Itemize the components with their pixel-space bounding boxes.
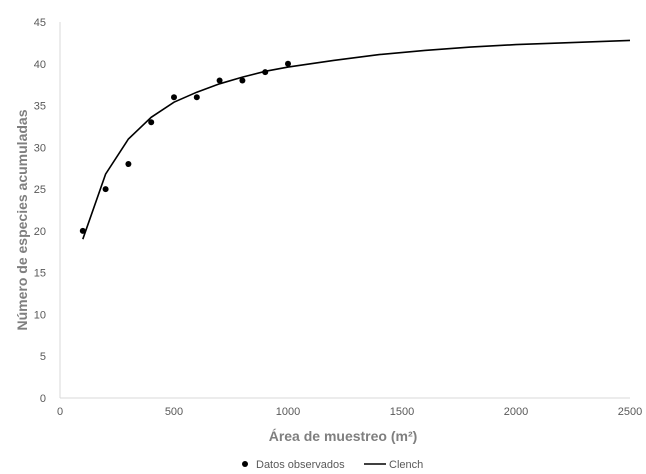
data-point [239, 77, 246, 84]
data-point [79, 227, 86, 234]
x-tick-label: 1500 [390, 406, 414, 418]
legend-label-observados: Datos observados [256, 459, 345, 471]
x-axis-ticks: 0 500 1000 1500 2000 2500 [57, 406, 642, 418]
y-tick-label: 25 [34, 184, 46, 196]
y-tick-label: 35 [34, 101, 46, 113]
x-tick-label: 2500 [618, 406, 642, 418]
chart-marks [79, 39, 631, 240]
data-point [262, 69, 269, 76]
data-point [148, 119, 155, 126]
y-axis-title: Número de especies acumuladas [14, 109, 30, 330]
y-tick-label: 40 [34, 59, 46, 71]
x-axis-title: Área de muestreo (m²) [269, 428, 418, 444]
legend: Datos observados Clench [242, 459, 423, 471]
y-tick-label: 20 [34, 226, 46, 238]
legend-marker-observados [242, 461, 248, 467]
data-point [285, 60, 291, 67]
x-tick-label: 2000 [504, 406, 528, 418]
series-line-clench [82, 39, 631, 240]
x-tick-label: 1000 [276, 406, 300, 418]
data-point [125, 161, 132, 168]
plot-area [59, 22, 630, 399]
y-tick-label: 30 [34, 142, 46, 154]
data-point [171, 94, 177, 101]
y-axis-ticks: 0 5 10 15 20 25 30 35 40 45 [34, 17, 46, 405]
y-tick-label: 5 [40, 351, 46, 363]
y-tick-label: 45 [34, 17, 46, 29]
y-tick-label: 15 [34, 268, 46, 280]
x-tick-label: 500 [165, 406, 183, 418]
legend-label-clench: Clench [389, 459, 423, 471]
data-point [193, 94, 200, 101]
y-tick-label: 10 [34, 309, 46, 321]
y-tick-label: 0 [40, 393, 46, 405]
data-point [102, 186, 109, 193]
x-tick-label: 0 [57, 406, 63, 418]
data-point [216, 77, 223, 84]
